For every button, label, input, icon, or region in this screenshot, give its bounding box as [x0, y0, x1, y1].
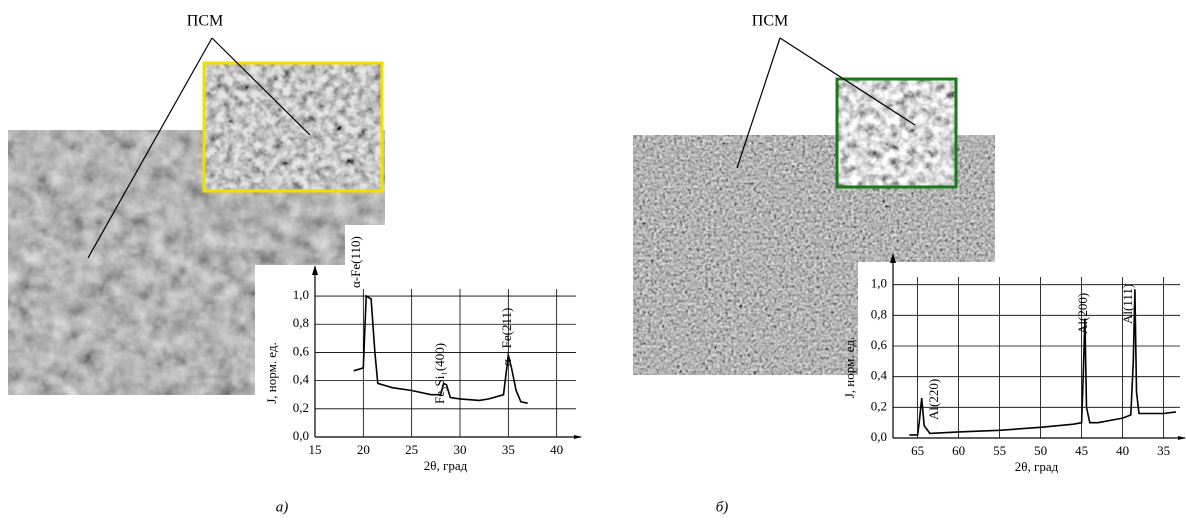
x-tick-label: 35: [502, 442, 515, 457]
y-tick-label: 0,4: [871, 368, 888, 383]
x-tick-label: 20: [357, 442, 370, 457]
y-tick-label: 1,0: [293, 287, 309, 302]
y-axis-label: J, норм. ед.: [842, 337, 857, 399]
x-tick-label: 65: [911, 443, 924, 458]
peak-label: Al(200): [1075, 293, 1090, 334]
y-tick-label: 0,4: [293, 372, 310, 387]
x-tick-label: 55: [993, 443, 1006, 458]
y-tick-label: 0,2: [293, 400, 309, 415]
x-tick-label: 60: [952, 443, 965, 458]
y-tick-label: 0,8: [293, 315, 309, 330]
panel-caption: а): [276, 499, 289, 515]
x-tick-label: 40: [550, 442, 563, 457]
peak-label: α - Fe(211): [499, 308, 514, 366]
x-axis-label: 2θ, град: [1015, 459, 1059, 474]
y-tick-label: 0,0: [293, 428, 309, 443]
x-tick-label: 40: [1116, 443, 1129, 458]
pointer-label: ПСМ: [187, 13, 223, 30]
y-tick-label: 0,0: [871, 429, 887, 444]
pointer-label: ПСМ: [752, 13, 788, 30]
y-tick-label: 0,8: [871, 306, 887, 321]
peak-label: Al(111): [1120, 284, 1135, 324]
micrograph-b: [633, 79, 1186, 470]
x-tick-label: 30: [454, 442, 467, 457]
x-tick-label: 50: [1034, 443, 1047, 458]
y-axis-label: J, норм. ед.: [264, 342, 279, 404]
figure: ПСМ ПСМ 0,0 0,2 0,4 0,6 0,8 1,0 15 20 25 30 35 40 2θ…: [0, 0, 1186, 524]
x-axis-label: 2θ, град: [424, 458, 468, 473]
peak-label: Fe₃Si₁(400): [432, 343, 447, 404]
panel-caption: б): [716, 499, 729, 515]
x-tick-label: 25: [405, 442, 418, 457]
y-tick-label: 0,6: [871, 337, 888, 352]
peak-label: Al(220): [926, 379, 941, 420]
x-tick-label: 45: [1075, 443, 1088, 458]
y-tick-label: 1,0: [871, 276, 887, 291]
y-tick-label: 0,6: [293, 343, 310, 358]
peak-label: α-Fe(110): [348, 236, 363, 288]
x-tick-label: 35: [1157, 443, 1170, 458]
x-tick-label: 15: [309, 442, 322, 457]
y-tick-label: 0,2: [871, 398, 887, 413]
